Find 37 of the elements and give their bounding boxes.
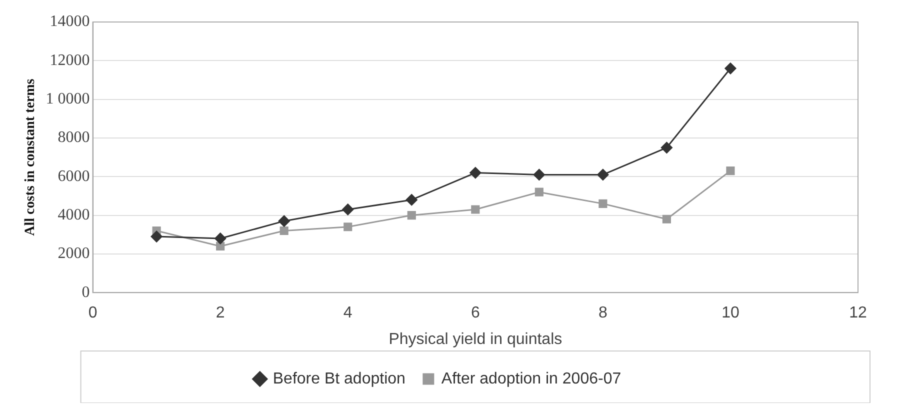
point <box>660 142 672 154</box>
point <box>533 168 545 180</box>
y-tick-label: 14000 <box>50 13 90 30</box>
point <box>662 214 671 224</box>
y-tick-label: 0 <box>82 284 90 301</box>
point <box>726 166 735 176</box>
point <box>407 211 416 220</box>
point <box>597 168 609 180</box>
x-tick-label: 10 <box>722 304 740 322</box>
point <box>214 232 226 244</box>
point <box>216 242 225 250</box>
point <box>724 62 736 74</box>
point <box>470 167 482 179</box>
y-tick-label: 12000 <box>50 52 90 69</box>
legend-label: After adoption in 2006-07 <box>441 370 622 388</box>
point <box>342 204 354 216</box>
point <box>471 205 480 214</box>
x-tick-label: 8 <box>598 304 608 322</box>
point <box>534 188 544 196</box>
x-tick-label: 2 <box>216 304 225 322</box>
x-tick-label: 12 <box>849 304 867 322</box>
point <box>278 215 290 227</box>
point <box>344 222 352 232</box>
y-axis-title: All costs in constant terms <box>23 78 38 236</box>
y-tick-label: 2000 <box>58 245 90 262</box>
point <box>406 194 418 206</box>
x-tick-label: 4 <box>343 304 352 322</box>
y-tick-label: 8000 <box>58 129 90 146</box>
x-axis-title: Physical yield in quintals <box>388 330 562 348</box>
point <box>280 226 288 236</box>
y-tick-label: 6000 <box>58 168 90 185</box>
y-tick-label: 4000 <box>58 206 90 224</box>
legend-label: Before Bt adoption <box>272 370 406 388</box>
y-tick-label: 1 0000 <box>46 90 90 108</box>
x-tick-label: 6 <box>470 304 480 322</box>
point <box>598 199 608 208</box>
point <box>150 230 162 242</box>
